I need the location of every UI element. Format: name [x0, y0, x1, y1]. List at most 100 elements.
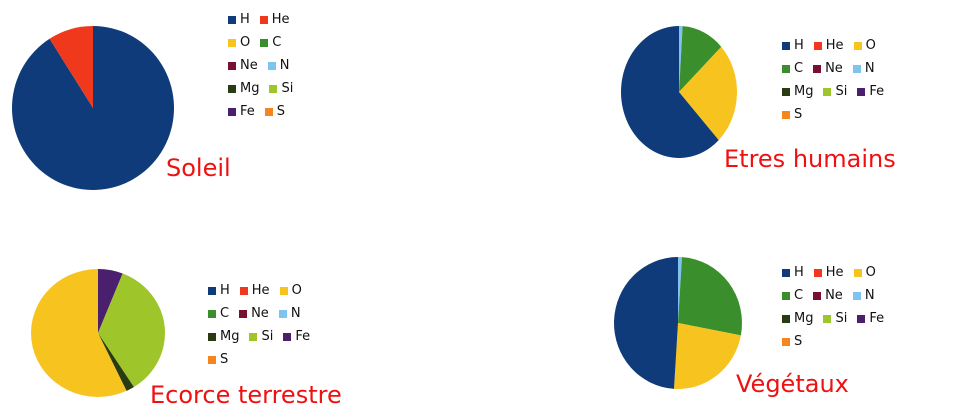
- legend-label-si: Si: [281, 81, 294, 96]
- legend-swatch-n: [267, 61, 276, 70]
- legend-label-si: Si: [835, 311, 848, 326]
- chart-title-soleil: Soleil: [166, 154, 231, 182]
- legend-item-si: Si: [823, 311, 847, 326]
- legend-label-ne: Ne: [240, 58, 258, 73]
- legend-label-o: O: [865, 265, 876, 280]
- legend-swatch-o: [279, 286, 288, 295]
- legend-label-he: He: [251, 283, 270, 298]
- legend-label-c: C: [272, 35, 282, 50]
- legend-swatch-ne: [813, 291, 822, 300]
- legend-item-si: Si: [249, 329, 273, 344]
- legend-row: Mg Si Fe: [782, 80, 894, 103]
- legend-item-mg: Mg: [782, 311, 813, 326]
- legend-row: H He: [228, 8, 303, 31]
- legend-item-h: H: [208, 283, 230, 298]
- legend-swatch-ne: [239, 309, 248, 318]
- legend-swatch-ne: [228, 61, 236, 70]
- legend-item-c: C: [208, 306, 229, 321]
- legend-label-ne: Ne: [825, 61, 843, 76]
- legend-item-n: N: [267, 58, 290, 73]
- pie-chart-vegetaux: [613, 257, 742, 389]
- legend-swatch-he: [813, 41, 822, 50]
- legend-label-s: S: [276, 104, 286, 119]
- legend-item-si: Si: [823, 84, 847, 99]
- legend-swatch-fe: [857, 87, 866, 96]
- legend-swatch-si: [823, 87, 832, 96]
- legend-swatch-c: [782, 64, 790, 73]
- legend-vegetaux: H He O C Ne N Mg Si Fe S: [782, 261, 894, 353]
- legend-item-h: H: [782, 265, 804, 280]
- legend-swatch-si: [249, 332, 258, 341]
- legend-label-c: C: [794, 288, 804, 303]
- legend-row: S: [208, 348, 320, 371]
- pie-slice-etres-humains-n: [679, 26, 683, 92]
- legend-item-fe: Fe: [283, 329, 310, 344]
- legend-row: H He O: [782, 261, 894, 284]
- legend-label-fe: Fe: [240, 104, 255, 119]
- legend-swatch-mg: [782, 87, 790, 96]
- pie-slice-ecorce-terrestre-mg: [98, 333, 134, 391]
- legend-item-o: O: [279, 283, 302, 298]
- legend-item-he: He: [813, 265, 844, 280]
- legend-item-mg: Mg: [782, 84, 813, 99]
- legend-row: Ne N: [228, 54, 303, 77]
- legend-swatch-s: [208, 355, 216, 364]
- legend-item-o: O: [853, 265, 876, 280]
- pie-chart-etres-humains: [621, 26, 737, 158]
- legend-label-n: N: [864, 61, 875, 76]
- legend-label-si: Si: [835, 84, 848, 99]
- pie-slice-etres-humains-c: [679, 26, 722, 93]
- legend-label-he: He: [271, 12, 290, 27]
- legend-label-fe: Fe: [295, 329, 311, 344]
- legend-item-s: S: [208, 352, 228, 367]
- chart-title-ecorce-terrestre: Ecorce terrestre: [150, 381, 342, 409]
- legend-swatch-he: [813, 268, 822, 277]
- pie-chart-soleil: [11, 26, 174, 190]
- pie-slice-etres-humains-o: [679, 46, 737, 141]
- legend-row: S: [782, 103, 894, 126]
- pie-slice-ecorce-terrestre-fe: [98, 269, 123, 333]
- legend-label-mg: Mg: [794, 84, 814, 99]
- chart-title-vegetaux: Végétaux: [736, 370, 849, 398]
- legend-row: H He O: [208, 279, 320, 302]
- legend-swatch-n: [278, 309, 287, 318]
- legend-row: C Ne N: [782, 284, 894, 307]
- legend-label-s: S: [220, 352, 229, 367]
- legend-label-he: He: [825, 38, 844, 53]
- pie-slice-ecorce-terrestre-si: [98, 273, 165, 388]
- legend-label-n: N: [279, 58, 290, 73]
- legend-swatch-c: [208, 309, 216, 318]
- pie-slice-soleil-h: [11, 26, 174, 190]
- legend-label-s: S: [794, 107, 803, 122]
- legend-swatch-he: [259, 15, 268, 24]
- legend-item-h: H: [228, 12, 250, 27]
- legend-swatch-fe: [283, 332, 292, 341]
- chart-title-etres-humains: Etres humains: [724, 145, 896, 173]
- legend-swatch-mg: [782, 314, 790, 323]
- legend-swatch-o: [853, 41, 862, 50]
- legend-label-s: S: [794, 334, 803, 349]
- legend-label-fe: Fe: [869, 84, 885, 99]
- legend-item-h: H: [782, 38, 804, 53]
- legend-item-fe: Fe: [857, 84, 884, 99]
- legend-swatch-fe: [857, 314, 866, 323]
- legend-swatch-fe: [228, 107, 236, 116]
- legend-swatch-mg: [228, 84, 236, 93]
- legend-item-c: C: [260, 35, 281, 50]
- legend-label-mg: Mg: [794, 311, 814, 326]
- legend-swatch-c: [782, 291, 790, 300]
- legend-row: Mg Si: [228, 77, 303, 100]
- legend-swatch-h: [208, 286, 216, 295]
- legend-item-n: N: [852, 61, 875, 76]
- pie-slice-vegetaux-c: [678, 257, 742, 336]
- legend-ecorce-terrestre: H He O C Ne N Mg Si Fe S: [208, 279, 320, 371]
- legend-item-ne: Ne: [813, 288, 843, 303]
- legend-row: H He O: [782, 34, 894, 57]
- pie-slice-vegetaux-o: [673, 323, 741, 389]
- legend-swatch-o: [853, 268, 862, 277]
- legend-swatch-s: [264, 107, 273, 116]
- legend-label-h: H: [240, 12, 250, 27]
- legend-item-mg: Mg: [208, 329, 239, 344]
- legend-item-s: S: [782, 107, 802, 122]
